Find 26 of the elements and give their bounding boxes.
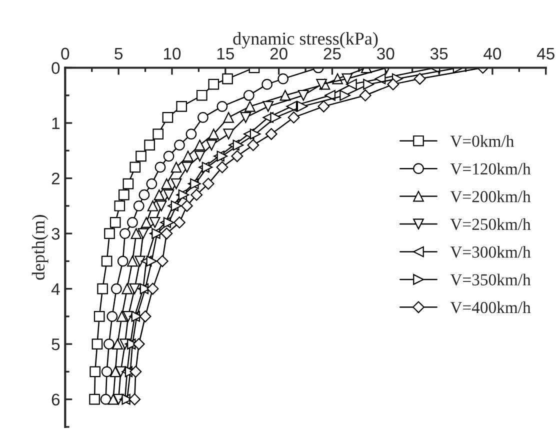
y-axis-title: depth(m): [32, 215, 48, 280]
x-tick-label: 25: [324, 48, 341, 60]
y-tick-label: 6: [52, 394, 60, 406]
y-tick-label: 2: [52, 172, 60, 184]
x-tick-label: 20: [270, 48, 288, 60]
y-tick-label: 1: [52, 118, 60, 130]
legend-label: V=200km/h: [450, 190, 531, 202]
x-tick-label: 0: [61, 48, 70, 60]
y-tick-label: 3: [52, 228, 60, 240]
y-tick-label: 4: [51, 283, 60, 295]
y-tick-label: 5: [52, 338, 60, 350]
legend-label: V=120km/h: [450, 162, 531, 175]
legend-label: V=300km/h: [450, 246, 531, 258]
legend-label: V=400km/h: [450, 301, 531, 314]
x-tick-label: 45: [536, 48, 554, 60]
legend-label: V=0km/h: [450, 135, 514, 147]
x-tick-label: 30: [376, 48, 394, 60]
x-tick-label: 10: [164, 48, 181, 60]
x-tick-label: 15: [217, 48, 234, 60]
legend-label: V=350km/h: [450, 274, 531, 286]
x-tick-label: 35: [430, 48, 448, 60]
x-axis-title: dynamic stress(kPa): [233, 32, 378, 48]
x-tick-label: 40: [484, 48, 502, 60]
x-tick-label: 5: [114, 48, 123, 60]
legend-label: V=250km/h: [450, 218, 531, 230]
y-tick-label: 0: [52, 62, 60, 74]
